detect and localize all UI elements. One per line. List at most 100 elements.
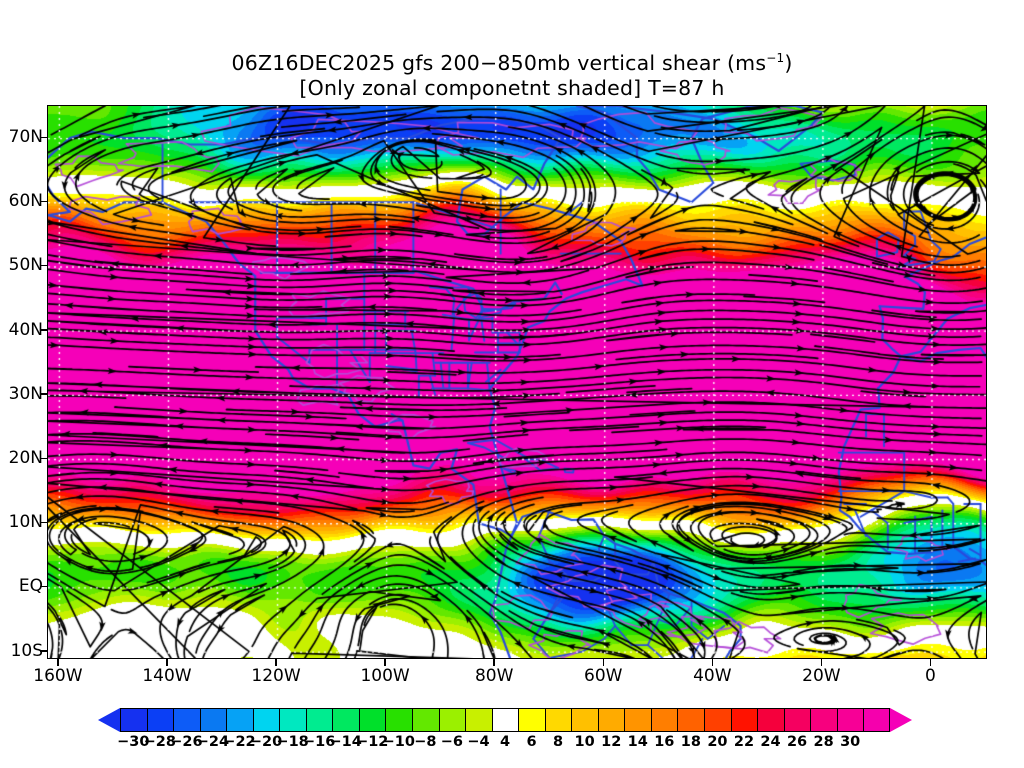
figure-title-block: 06Z16DEC2025 gfs 200−850mb vertical shea… xyxy=(0,46,1024,101)
colorbar-cell-18 xyxy=(597,708,625,732)
colorbar-cell-27 xyxy=(836,708,864,732)
map-plot-area[interactable] xyxy=(47,105,987,659)
title-line-1-dash: − xyxy=(480,50,498,75)
y-tick-mark xyxy=(40,264,47,267)
colorbar-label-12: −6 xyxy=(440,734,464,750)
y-tick-label-40n: 40N xyxy=(8,319,43,340)
y-tick-mark xyxy=(40,393,47,395)
colorbar-label-5: −20 xyxy=(249,734,283,750)
title-units-exponent: −1 xyxy=(766,51,785,65)
colorbar-label-23: 22 xyxy=(733,734,755,750)
x-tick-mark xyxy=(166,658,168,666)
colorbar-label-11: −8 xyxy=(414,734,437,750)
colorbar-cell-21 xyxy=(677,708,705,732)
colorbar-cell-15 xyxy=(518,708,545,732)
colorbar-label-26: 28 xyxy=(813,734,834,750)
colorbar-cell-17 xyxy=(571,708,598,732)
colorbar-label-0: −30 xyxy=(117,734,150,750)
colorbar: −30 −28 −26 −24 −22 −20 −18 −16 −14 −12 −10 −8 −6 −4 4… xyxy=(0,703,1024,763)
colorbar-cell-12 xyxy=(438,708,466,732)
y-tick-label-30n: 30N xyxy=(8,383,43,404)
y-tick-mark xyxy=(40,329,47,331)
x-tick-label-20w: 20W xyxy=(802,666,841,686)
colorbar-cell-25 xyxy=(783,708,811,732)
colorbar-label-19: 14 xyxy=(627,734,648,750)
colorbar-label-27: 30 xyxy=(840,734,861,750)
colorbar-cell-20 xyxy=(650,708,678,732)
colorbar-label-10: −10 xyxy=(382,734,415,750)
colorbar-under-arrow xyxy=(98,708,120,732)
title-line-1-a: 06Z16DEC2025 gfs 200 xyxy=(231,50,480,75)
colorbar-label-21: 18 xyxy=(680,734,701,750)
colorbar-cell-8 xyxy=(332,708,359,732)
y-tick-mark xyxy=(40,650,47,652)
x-tick-mark xyxy=(57,658,59,666)
colorbar-label-22: 20 xyxy=(707,734,728,750)
colorbar-cell-2 xyxy=(173,708,200,732)
x-tick-mark xyxy=(602,658,604,666)
colorbar-label-18: 12 xyxy=(601,734,622,750)
colorbar-cell-7 xyxy=(305,708,333,732)
y-tick-label-60n: 60N xyxy=(8,191,43,212)
colorbar-cell-26 xyxy=(810,708,837,732)
x-tick-label-160w: 160W xyxy=(33,666,83,686)
colorbar-cell-16 xyxy=(544,708,572,732)
colorbar-cell-28 xyxy=(863,708,890,732)
colorbar-cell-13 xyxy=(465,708,492,732)
colorbar-cell-9 xyxy=(358,708,386,732)
colorbar-over-arrow xyxy=(890,708,912,732)
colorbar-cell-11 xyxy=(412,708,439,732)
colorbar-cell-19 xyxy=(624,708,651,732)
y-tick-mark xyxy=(40,200,47,203)
colorbar-cell-6 xyxy=(279,708,306,732)
colorbar-label-4: −22 xyxy=(223,734,256,750)
colorbar-label-20: 16 xyxy=(654,734,675,750)
x-tick-label-100w: 100W xyxy=(360,666,410,686)
y-tick-label-70n: 70N xyxy=(8,127,43,148)
y-tick-mark xyxy=(40,521,47,524)
y-tick-label-10n: 10N xyxy=(8,512,43,533)
colorbar-label-2: −26 xyxy=(170,734,203,750)
y-tick-mark xyxy=(40,136,47,139)
colorbar-label-8: −14 xyxy=(329,734,362,750)
colorbar-cell-3 xyxy=(199,708,227,732)
x-tick-mark xyxy=(275,658,277,666)
colorbar-label-24: 24 xyxy=(760,734,781,750)
x-tick-label-120w: 120W xyxy=(251,666,301,686)
colorbar-cell-1 xyxy=(146,708,174,732)
colorbar-cell-14 xyxy=(491,708,519,732)
x-tick-mark xyxy=(929,658,932,666)
colorbar-label-7: −16 xyxy=(302,734,336,750)
x-tick-label-140w: 140W xyxy=(142,666,192,686)
colorbar-cell-10 xyxy=(385,708,413,732)
y-tick-label-eq: EQ xyxy=(18,576,43,597)
colorbar-tick-labels: −30 −28 −26 −24 −22 −20 −18 −16 −14 −12 −10 −8 −6 −4 4… xyxy=(0,734,1024,756)
title-line-1-b: 850mb vertical shear (ms xyxy=(497,50,767,75)
x-tick-label-40w: 40W xyxy=(693,666,732,686)
y-tick-mark xyxy=(40,585,47,588)
colorbar-cell-0 xyxy=(120,708,147,732)
y-tick-mark xyxy=(40,457,47,460)
colorbar-label-13: −4 xyxy=(467,734,490,750)
colorbar-label-15: 6 xyxy=(526,734,537,750)
colorbar-label-14: 4 xyxy=(499,734,511,750)
x-tick-label-80w: 80W xyxy=(474,666,514,686)
colorbar-label-6: −18 xyxy=(276,734,309,750)
colorbar-cell-23 xyxy=(730,708,758,732)
x-tick-label-0: 0 xyxy=(925,666,936,686)
x-tick-mark xyxy=(384,658,386,666)
y-tick-label-50n: 50N xyxy=(8,255,43,276)
colorbar-cell-4 xyxy=(226,708,253,732)
y-tick-label-10s: 10S xyxy=(10,640,43,661)
title-line-2: [Only zonal componetnt shaded] T=87 h xyxy=(299,75,725,100)
y-tick-label-20n: 20N xyxy=(8,448,43,469)
colorbar-label-3: −24 xyxy=(196,734,230,750)
x-tick-mark xyxy=(711,658,714,666)
colorbar-label-9: −12 xyxy=(356,734,389,750)
colorbar-label-16: 8 xyxy=(553,734,564,750)
colorbar-cell-5 xyxy=(252,708,280,732)
colorbar-swatches xyxy=(120,708,890,732)
title-line-1: 06Z16DEC2025 gfs 200−850mb vertical shea… xyxy=(0,46,1024,76)
gridline-layer xyxy=(48,106,986,658)
